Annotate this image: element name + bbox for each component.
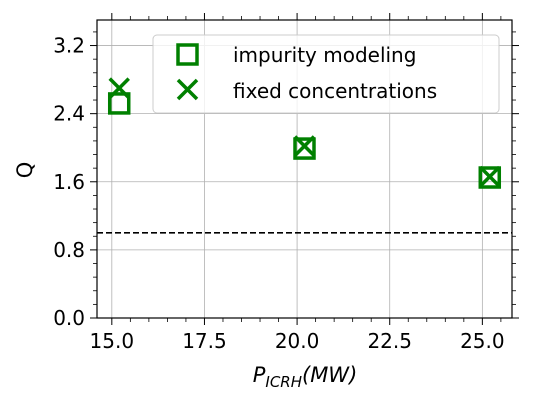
x-tick-label: 17.5 xyxy=(182,329,227,353)
square-marker xyxy=(107,92,131,115)
x-marker xyxy=(293,135,316,157)
x-axis-label: PICRH(MW) xyxy=(253,363,358,391)
x-marker xyxy=(479,165,501,188)
y-tick-label: 3.2 xyxy=(53,34,85,58)
plot-frame xyxy=(96,19,513,319)
minor-ticks xyxy=(93,16,516,322)
major-ticks xyxy=(90,13,519,325)
y-tick-label: 0.0 xyxy=(53,306,85,330)
x-marker-stroke xyxy=(479,165,501,188)
x-tick-label: 20.0 xyxy=(275,329,320,353)
legend-x-marker xyxy=(176,78,199,101)
legend-label-impurity-modeling: impurity modeling xyxy=(233,43,416,67)
x-marker xyxy=(108,77,130,99)
x-tick-label: 25.0 xyxy=(460,329,505,353)
x-tick-label: 22.5 xyxy=(367,329,412,353)
y-axis-label: Q xyxy=(13,162,37,179)
data-points xyxy=(107,77,502,189)
y-tick-label: 2.4 xyxy=(53,102,85,126)
square-marker xyxy=(293,137,316,160)
square-marker xyxy=(478,166,502,189)
legend-label-fixed-concentrations: fixed concentrations xyxy=(233,79,437,103)
legend-square-marker xyxy=(176,43,199,66)
legend: impurity modeling fixed concentrations xyxy=(152,34,500,114)
x-tick-label: 15.0 xyxy=(90,329,135,353)
y-tick-label: 1.6 xyxy=(53,170,85,194)
tick-labels: 15.0 17.5 20.0 22.5 25.0 0.0 0.8 1.6 2.4 3.2 xyxy=(53,34,504,353)
x-marker-stroke xyxy=(293,135,316,157)
legend-box xyxy=(152,34,500,114)
y-tick-label: 0.8 xyxy=(53,238,85,262)
x-marker-stroke xyxy=(108,77,130,99)
